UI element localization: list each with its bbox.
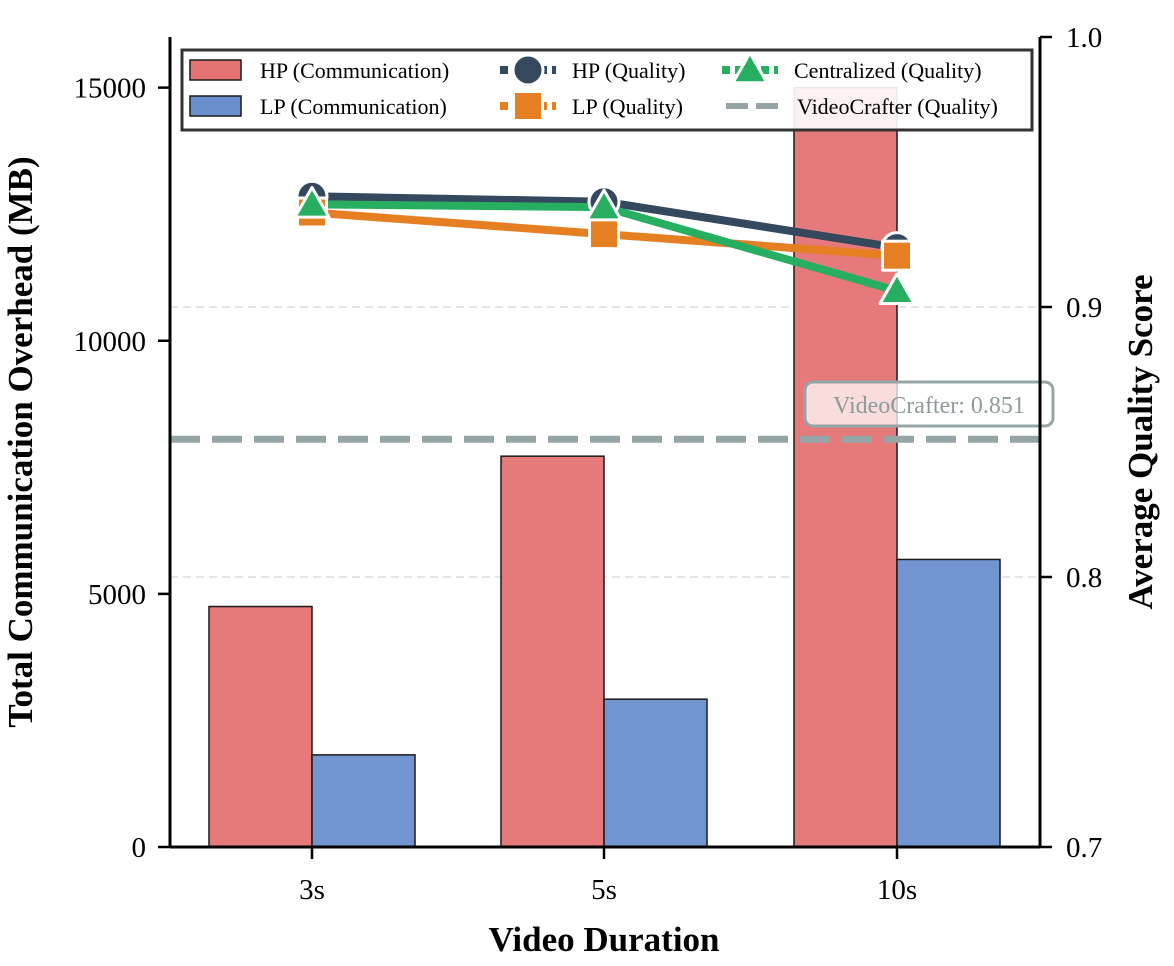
legend-label: LP (Communication) bbox=[260, 94, 447, 119]
legend-label: Centralized (Quality) bbox=[794, 58, 982, 83]
legend-frame bbox=[180, 48, 1034, 132]
marker-centralized-quality-3s bbox=[293, 185, 331, 219]
legend-marker-lp-quality bbox=[512, 90, 544, 122]
legend-label: HP (Communication) bbox=[260, 58, 449, 83]
bar-hp-comm-3s bbox=[208, 605, 313, 848]
right-tick-label: 0.9 bbox=[1066, 292, 1102, 324]
marker-centralized-quality-5s bbox=[585, 188, 623, 222]
x-axis-title: Video Duration bbox=[488, 920, 719, 959]
left-tick-label: 10000 bbox=[74, 326, 147, 358]
legend-swatch-hp-comm bbox=[189, 59, 242, 81]
marker-lp-quality-10s bbox=[881, 239, 913, 272]
legend-marker-centralized-quality bbox=[731, 51, 769, 85]
axes: 0 5000 10000 15000 0.7 0.8 0.9 1.0 3s 5s 10s bbox=[74, 22, 1103, 906]
legend-marker-hp-quality bbox=[511, 53, 545, 87]
gridlines bbox=[170, 306, 1040, 578]
x-tick-label: 10s bbox=[877, 874, 917, 906]
marker-centralized-quality-10s bbox=[878, 272, 916, 306]
legend-label: LP (Quality) bbox=[572, 94, 683, 119]
legend-label: VideoCrafter (Quality) bbox=[797, 94, 998, 119]
right-tick-label: 0.7 bbox=[1066, 832, 1102, 864]
annotation-label: VideoCrafter: 0.851 bbox=[833, 393, 1025, 419]
x-tick-label: 3s bbox=[299, 874, 325, 906]
left-tick-label: 0 bbox=[132, 832, 147, 864]
right-axis-title: Average Quality Score bbox=[1121, 274, 1160, 609]
right-tick-label: 1.0 bbox=[1066, 22, 1102, 54]
annotation-box bbox=[803, 380, 1055, 428]
left-tick-label: 15000 bbox=[74, 73, 147, 105]
legend-label: HP (Quality) bbox=[572, 58, 685, 83]
annotation-group: VideoCrafter: 0.851 bbox=[803, 380, 1055, 428]
bar-hp-comm-5s bbox=[500, 455, 605, 848]
left-tick-label: 5000 bbox=[88, 579, 146, 611]
left-axis-title: Total Communication Overhead (MB) bbox=[1, 156, 40, 727]
bar-hp-comm-10s bbox=[793, 86, 898, 848]
legend: HP (Communication) LP (Communication) HP (… bbox=[180, 48, 1034, 132]
quality-markers bbox=[293, 179, 916, 306]
bar-lp-comm-5s bbox=[603, 698, 708, 848]
marker-lp-quality-5s bbox=[588, 218, 620, 251]
x-tick-label: 5s bbox=[591, 874, 617, 906]
right-tick-label: 0.8 bbox=[1066, 562, 1102, 594]
bar-lp-comm-10s bbox=[896, 558, 1001, 848]
bar-lp-comm-3s bbox=[311, 754, 416, 848]
legend-swatch-lp-comm bbox=[189, 95, 242, 117]
